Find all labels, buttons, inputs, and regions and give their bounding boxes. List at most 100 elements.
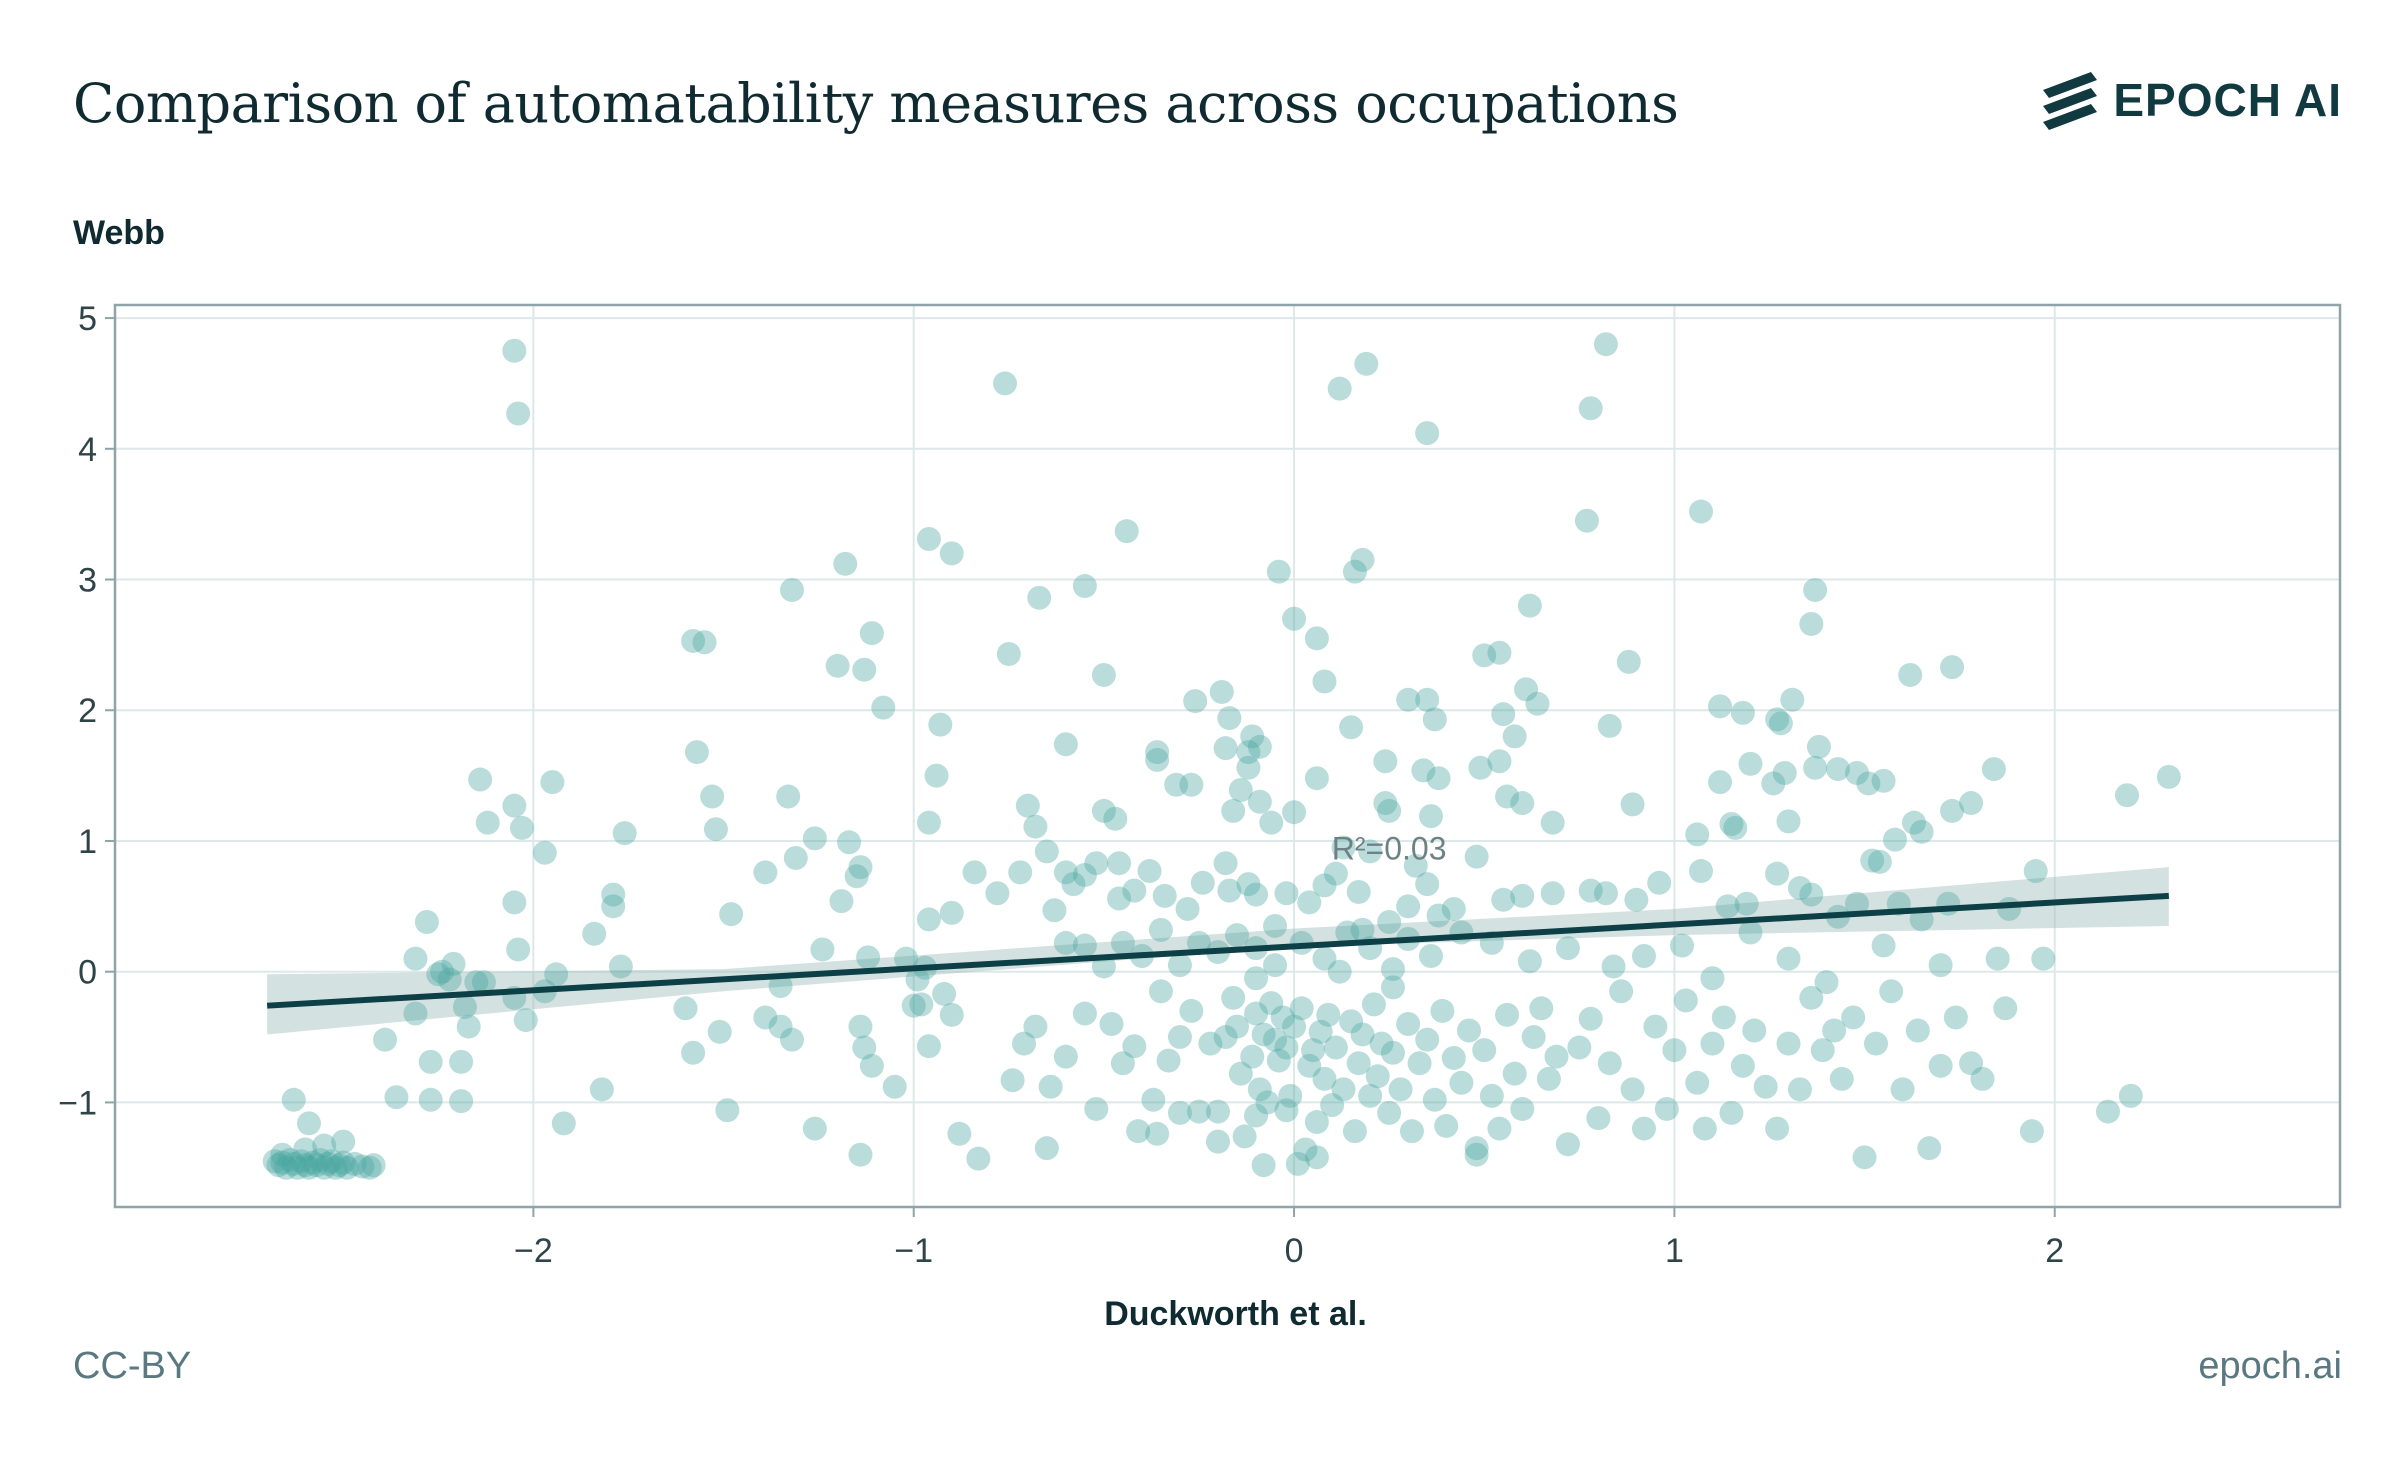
data-point <box>1042 898 1067 923</box>
data-point <box>1346 879 1371 904</box>
data-point <box>753 1005 778 1030</box>
data-point <box>270 1150 295 1175</box>
data-point <box>1502 1061 1527 1086</box>
data-point <box>544 962 569 987</box>
x-tick-label: −1 <box>894 1232 933 1270</box>
data-point <box>449 1089 474 1114</box>
data-point <box>1719 811 1744 836</box>
data-point <box>1152 883 1177 908</box>
data-point <box>2023 859 2048 884</box>
data-point <box>1270 1005 1295 1030</box>
data-point <box>1708 770 1733 795</box>
data-point <box>1377 1100 1402 1125</box>
data-point <box>1609 979 1634 1004</box>
data-point <box>1415 1027 1440 1052</box>
data-point <box>837 830 862 855</box>
data-point <box>1993 996 2018 1021</box>
data-point <box>1015 793 1040 818</box>
data-point <box>1167 1025 1192 1050</box>
site-link[interactable]: epoch.ai <box>2198 1345 2342 1387</box>
data-point <box>859 621 884 646</box>
data-point <box>1711 1005 1736 1030</box>
data-point <box>1365 1064 1390 1089</box>
data-point <box>384 1085 409 1110</box>
data-point <box>1263 1027 1288 1052</box>
data-point <box>1517 949 1542 974</box>
data-point <box>274 1155 299 1180</box>
data-point <box>848 1142 873 1167</box>
data-point <box>1544 1044 1569 1069</box>
data-point <box>357 1155 382 1180</box>
data-point <box>1072 933 1097 958</box>
data-point <box>601 894 626 919</box>
data-point <box>768 974 793 999</box>
data-point <box>1692 1116 1717 1141</box>
x-tick-label: 2 <box>2045 1232 2064 1270</box>
data-point <box>1616 649 1641 674</box>
data-point <box>1304 766 1329 791</box>
y-tick-label: 2 <box>78 692 97 730</box>
data-point <box>1685 1070 1710 1095</box>
y-tick-label: 0 <box>78 954 97 992</box>
data-point <box>1350 917 1375 942</box>
data-point <box>1810 1038 1835 1063</box>
data-point <box>1753 1074 1778 1099</box>
data-point <box>285 1155 310 1180</box>
data-point <box>1072 1001 1097 1026</box>
data-point <box>1970 1066 1995 1091</box>
data-point <box>1358 839 1383 864</box>
data-point <box>1244 1103 1269 1128</box>
data-point <box>1350 547 1375 572</box>
data-point <box>601 882 626 907</box>
data-point <box>471 970 496 995</box>
data-point <box>909 992 934 1017</box>
data-point <box>1327 959 1352 984</box>
data-point <box>304 1153 329 1178</box>
data-point <box>848 1014 873 1039</box>
data-point <box>1027 585 1052 610</box>
data-point <box>513 1008 538 1033</box>
data-point <box>312 1155 337 1180</box>
data-point <box>315 1151 340 1176</box>
data-point <box>281 1151 306 1176</box>
data-point <box>1426 903 1451 928</box>
data-point <box>802 826 827 851</box>
data-point <box>1902 810 1927 835</box>
data-point <box>1620 792 1645 817</box>
data-point <box>1232 1124 1257 1149</box>
data-point <box>1738 751 1763 776</box>
data-point <box>1403 853 1428 878</box>
data-point <box>361 1153 386 1178</box>
data-point <box>418 1087 443 1112</box>
data-point <box>1959 1051 1984 1076</box>
data-point <box>1441 1045 1466 1070</box>
data-point <box>802 1116 827 1141</box>
data-point <box>1514 677 1539 702</box>
data-point <box>1825 757 1850 782</box>
data-point <box>993 371 1017 396</box>
data-point <box>1304 626 1329 651</box>
data-point <box>1091 798 1116 823</box>
data-point <box>1312 669 1337 694</box>
data-point <box>2095 1099 2120 1124</box>
data-point <box>1959 791 1984 816</box>
plot-frame <box>113 303 2342 1209</box>
data-point <box>1148 979 1173 1004</box>
data-point <box>852 1035 877 1060</box>
data-point <box>1034 839 1059 864</box>
data-point <box>1263 913 1288 938</box>
data-point <box>1320 1093 1345 1118</box>
data-point <box>1259 991 1284 1016</box>
data-point <box>852 657 877 682</box>
data-point <box>1266 1048 1291 1073</box>
data-point <box>1803 755 1828 780</box>
data-point <box>1342 559 1367 584</box>
data-point <box>1586 1106 1611 1131</box>
data-point <box>1449 1070 1474 1095</box>
data-point <box>825 653 850 678</box>
data-point <box>277 1147 302 1172</box>
y-tick-label: 1 <box>78 823 97 861</box>
data-point <box>293 1137 318 1162</box>
brand-logo[interactable]: EPOCH AI <box>2039 70 2342 130</box>
data-point <box>2156 764 2181 789</box>
